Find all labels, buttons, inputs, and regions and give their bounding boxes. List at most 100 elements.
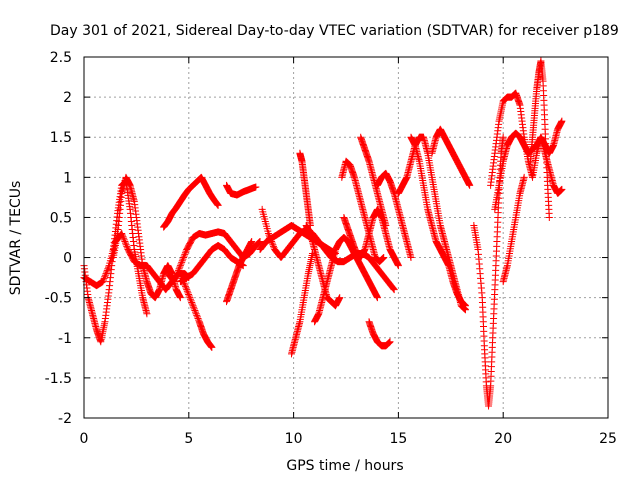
data-point (102, 270, 110, 278)
data-point (268, 238, 276, 246)
data-point (178, 257, 186, 265)
x-tick-label: 10 (285, 431, 303, 447)
y-tick-label: 0.5 (50, 210, 72, 226)
data-point (186, 294, 194, 302)
data-point (192, 308, 200, 316)
data-point (264, 229, 272, 237)
data-point (182, 284, 190, 292)
y-tick-label: 2 (63, 90, 72, 106)
series-arc-s (357, 133, 390, 229)
y-tick-label: -1.5 (45, 371, 72, 387)
data-point (266, 234, 274, 242)
data-point (123, 242, 131, 250)
data-point (183, 287, 191, 295)
y-tick-label: -1 (58, 331, 72, 347)
data-point (178, 258, 186, 266)
data-point (269, 242, 277, 250)
data-point (193, 311, 201, 319)
data-point (188, 298, 196, 306)
series-arc-p (338, 157, 388, 266)
data-point (188, 300, 196, 308)
series-arc-t (373, 169, 415, 262)
data-point (99, 278, 107, 286)
series-arc-u (394, 133, 469, 314)
series-arc-g (176, 242, 247, 286)
data-point (266, 233, 274, 241)
data-point (194, 315, 202, 323)
data-point (256, 238, 264, 246)
x-axis-title: GPS time / hours (286, 458, 403, 474)
data-point (252, 183, 260, 191)
data-point (190, 305, 198, 313)
data-point (380, 254, 388, 262)
y-tick-label: -2 (58, 411, 72, 427)
data-point (120, 236, 128, 244)
data-point (265, 231, 273, 239)
data-point (177, 260, 185, 268)
data-point (176, 294, 184, 302)
y-tick-label: 0 (63, 251, 72, 267)
data-point (121, 238, 129, 246)
data-point (103, 266, 111, 274)
data-point (545, 213, 553, 221)
data-point (269, 241, 277, 249)
data-point (386, 338, 394, 346)
labels-layer: 0 5 10 15 20 25 -2 -1.5 -1 -0.5 0 0.5 1 1.5 2 2.5 (45, 50, 617, 447)
data-point (176, 270, 184, 278)
data-point (461, 302, 469, 310)
data-point (190, 303, 198, 311)
data-point (181, 249, 189, 257)
data-point (558, 185, 566, 193)
data-point (120, 234, 128, 242)
data-point (181, 282, 189, 290)
data-point (394, 262, 402, 270)
data-point (373, 294, 381, 302)
data-point (499, 133, 507, 141)
series-arc-m (296, 149, 314, 229)
data-point (180, 252, 188, 260)
data-point (191, 307, 199, 315)
data-point (99, 276, 107, 284)
data-point (175, 265, 183, 273)
data-point (466, 181, 474, 189)
data-point (185, 292, 193, 300)
data-point (185, 290, 193, 298)
series-arc-h (223, 181, 260, 199)
data-point (192, 310, 200, 318)
y-axis-title: SDTVAR / TECUs (8, 181, 24, 296)
data-point (100, 274, 108, 282)
data-point (179, 255, 187, 263)
data-point (187, 297, 195, 305)
y-tick-label: 1 (63, 170, 72, 186)
data-point (390, 285, 398, 293)
series-arc-l (288, 250, 316, 358)
data-point (105, 263, 113, 271)
data-point (558, 117, 566, 125)
data-point (118, 231, 126, 239)
plot-frame (83, 56, 609, 419)
data-point (268, 239, 276, 247)
data-point (186, 295, 194, 303)
data-point (104, 265, 112, 273)
data-point (382, 221, 390, 229)
y-tick-label: 1.5 (50, 130, 72, 146)
series-arc-c (109, 173, 184, 302)
data-point (171, 274, 179, 282)
data-point (171, 276, 179, 284)
data-point (267, 236, 275, 244)
series-arc-v (407, 133, 469, 310)
ticks-layer (83, 56, 609, 419)
data-point (119, 233, 127, 241)
data-point (101, 273, 109, 281)
data-point (520, 173, 528, 181)
data-point (180, 254, 188, 262)
series-arc-w (428, 125, 474, 189)
y-tick-label: -0.5 (45, 291, 72, 307)
series-arc-r (365, 318, 394, 350)
data-point (103, 268, 111, 276)
x-tick-label: 15 (389, 431, 407, 447)
series-arc-aa (526, 57, 553, 221)
x-tick-label: 20 (494, 431, 512, 447)
data-point (183, 286, 191, 294)
data-point (336, 294, 344, 302)
